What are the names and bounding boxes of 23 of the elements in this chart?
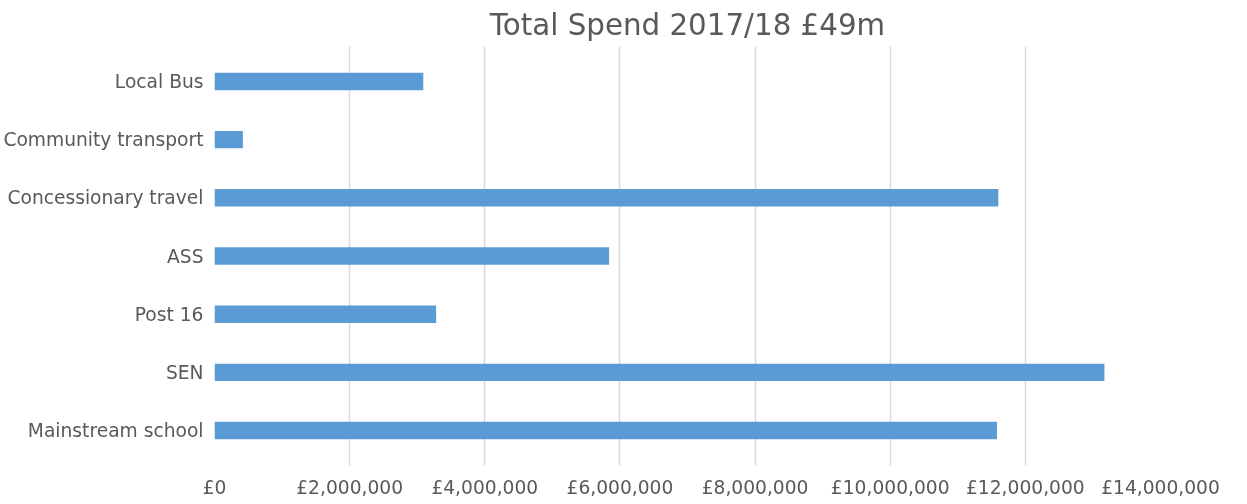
x-tick-label: £4,000,000 xyxy=(431,476,539,498)
y-tick-label: Local Bus xyxy=(114,70,204,92)
x-tick-label: £10,000,000 xyxy=(830,476,950,498)
x-tick-label: £12,000,000 xyxy=(966,476,1085,498)
y-tick-label: Post 16 xyxy=(134,303,204,325)
bar xyxy=(214,363,1105,382)
x-tick-label: £8,000,000 xyxy=(701,476,809,498)
bar xyxy=(214,421,997,440)
x-tick-label: £6,000,000 xyxy=(566,476,674,498)
bar xyxy=(214,130,243,149)
y-tick-label: ASS xyxy=(167,245,204,267)
x-tick-label: £0 xyxy=(202,476,227,498)
chart-title: Total Spend 2017/18 £49m xyxy=(488,7,886,42)
x-tick-label: £14,000,000 xyxy=(1101,476,1220,498)
x-tick-label: £2,000,000 xyxy=(296,476,404,498)
y-tick-label: Mainstream school xyxy=(27,420,204,442)
y-tick-label: Concessionary travel xyxy=(7,187,204,209)
bar xyxy=(214,72,424,91)
y-tick-label: SEN xyxy=(165,361,204,383)
bar xyxy=(214,305,437,323)
bar xyxy=(214,189,999,207)
y-tick-label: Community transport xyxy=(3,129,204,151)
bar xyxy=(214,247,610,265)
